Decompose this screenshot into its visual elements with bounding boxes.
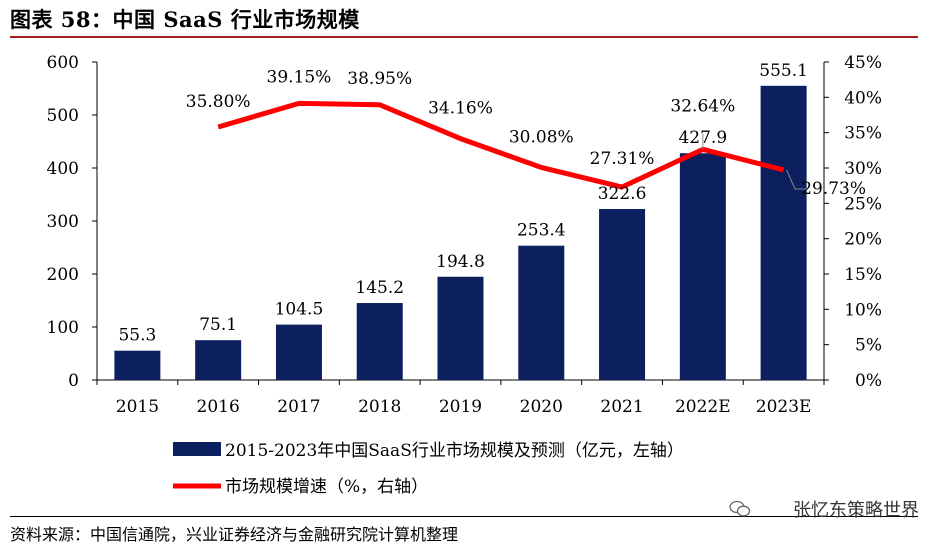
bar-value-label: 104.5 <box>275 300 324 320</box>
bar-value-label: 75.1 <box>199 315 237 335</box>
left-axis-tick-label: 500 <box>47 106 79 126</box>
bar <box>599 209 646 380</box>
legend-bar-label: 2015-2023年中国SaaS行业市场规模及预测（亿元，左轴） <box>225 441 684 461</box>
footer-rule <box>10 516 918 517</box>
x-axis-tick-label: 2020 <box>520 397 563 417</box>
left-axis-tick-label: 0 <box>68 371 79 391</box>
title-rule <box>10 36 918 38</box>
line-value-label: 27.31% <box>590 149 655 169</box>
left-axis-tick-label: 200 <box>47 265 79 285</box>
line-value-label: 29.73% <box>801 179 866 199</box>
right-axis-tick-label: 15% <box>844 265 882 285</box>
label-leader-line <box>786 169 808 190</box>
legend-line-label: 市场规模增速（%，右轴） <box>225 477 428 497</box>
x-axis-tick-label: 2015 <box>116 397 159 417</box>
left-axis-tick-label: 600 <box>47 53 79 73</box>
legend-bar-swatch <box>173 442 221 456</box>
x-axis-tick-label: 2016 <box>197 397 240 417</box>
line-value-label: 32.64% <box>670 96 735 116</box>
x-axis-tick-label: 2018 <box>358 397 401 417</box>
wechat-icon <box>729 500 751 517</box>
right-axis-tick-label: 30% <box>844 159 882 179</box>
chart-title: 图表 58：中国 SaaS 行业市场规模 <box>10 7 360 32</box>
right-axis-tick-label: 0% <box>855 371 882 391</box>
right-axis-tick-label: 5% <box>855 336 882 356</box>
bar-value-label: 555.1 <box>759 61 808 81</box>
bar <box>195 340 242 380</box>
right-axis-tick-label: 45% <box>844 53 882 73</box>
x-axis-tick-label: 2017 <box>277 397 320 417</box>
right-axis-tick-label: 10% <box>844 300 882 320</box>
bar <box>679 153 726 380</box>
left-axis-tick-label: 400 <box>47 159 79 179</box>
right-axis-tick-label: 40% <box>844 88 882 108</box>
left-axis-tick-label: 100 <box>47 318 79 338</box>
bar-value-label: 253.4 <box>517 221 566 241</box>
bar <box>275 324 322 380</box>
growth-line <box>217 100 785 190</box>
x-axis-tick-label: 2021 <box>600 397 643 417</box>
x-axis-tick-label: 2019 <box>439 397 482 417</box>
left-axis-tick-label: 300 <box>47 212 79 232</box>
line-value-label: 30.08% <box>509 127 574 147</box>
line-value-label: 35.80% <box>186 92 251 112</box>
bar-value-label: 194.8 <box>436 252 485 272</box>
bar-value-label: 427.9 <box>678 128 727 148</box>
line-value-label: 38.95% <box>347 69 412 89</box>
x-axis-tick-label: 2022E <box>675 397 731 417</box>
bar <box>114 350 161 380</box>
right-axis-tick-label: 25% <box>844 194 882 214</box>
x-axis-tick-label: 2023E <box>756 397 812 417</box>
right-axis-tick-label: 20% <box>844 230 882 250</box>
bar <box>760 85 807 380</box>
right-axis-tick-label: 35% <box>844 124 882 144</box>
source-note: 资料来源：中国信通院，兴业证券经济与金融研究院计算机整理 <box>10 525 459 544</box>
bar-value-label: 55.3 <box>118 326 156 346</box>
watermark: 张忆东策略世界 <box>793 500 919 521</box>
bar-value-label: 145.2 <box>355 278 404 298</box>
bar-value-label: 322.6 <box>598 184 647 204</box>
bar <box>356 303 403 380</box>
bar <box>518 245 565 380</box>
line-value-label: 34.16% <box>428 99 493 119</box>
chart: 0 100 200 300 400 500 600 0% 5% 10% 15% 20% 25% 30% 35… <box>47 53 882 497</box>
bar <box>437 276 484 380</box>
line-value-label: 39.15% <box>267 67 332 87</box>
